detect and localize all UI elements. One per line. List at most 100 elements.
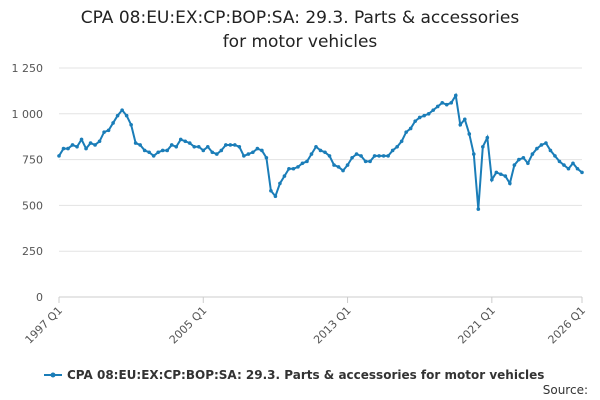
point [323,150,327,155]
point [273,194,278,199]
point [70,143,75,147]
x-tick-label: 1997 Q1 [23,304,66,347]
point [196,144,201,149]
point [156,150,160,155]
point [291,166,296,171]
point [124,113,129,118]
point [66,146,70,151]
point [88,141,93,145]
point [453,93,458,98]
point [503,174,508,178]
x-tick-label: 2005 Q1 [167,304,210,347]
point [233,143,237,147]
point [476,207,481,211]
point [422,113,426,118]
point [219,148,224,153]
point [431,108,436,112]
point [296,165,300,169]
point [359,154,363,158]
point [535,146,539,151]
point [93,143,97,147]
point [151,154,156,158]
point [458,122,463,127]
point [471,152,476,156]
point [566,166,571,171]
point [562,163,566,167]
chart-title: CPA 08:EU:EX:CP:BOP:SA: 29.3. Parts & ac… [80,8,520,52]
y-tick-label: 500 [22,199,43,212]
point [490,177,494,182]
point [377,154,381,158]
point [260,148,264,153]
point [210,150,215,155]
point [215,152,219,156]
point [120,108,124,112]
point [205,144,210,149]
point [246,152,251,156]
point [467,132,472,136]
y-tick-label: 750 [22,154,43,167]
point [417,115,422,120]
point [300,161,305,166]
y-tick-label: 1 250 [12,62,44,75]
point [444,102,449,107]
point [381,154,386,158]
point [580,170,584,175]
point [553,154,557,158]
point [395,144,399,149]
point [512,163,517,167]
point [571,161,575,166]
point [350,155,354,160]
legend-marker [50,372,56,378]
point [178,137,183,142]
point [269,188,273,193]
point [332,163,336,167]
point [61,146,66,151]
point [449,101,454,105]
point [224,143,228,147]
point [102,130,106,134]
series-line [58,92,583,210]
point [539,143,544,147]
point [526,161,530,166]
point [494,170,499,175]
point [147,150,151,155]
point [278,181,282,186]
point [327,154,332,158]
point [341,168,345,173]
point [264,155,269,160]
point [345,163,350,167]
point [84,146,88,151]
point [390,148,395,153]
point [481,144,485,149]
point [79,137,84,142]
point [548,148,553,153]
point [426,112,431,116]
point [399,139,404,144]
point [557,159,562,164]
y-tick-label: 250 [22,245,43,258]
point [251,150,255,155]
point [129,122,133,127]
point [228,143,233,147]
point [187,141,192,145]
x-tick-label: 2026 Q1 [546,304,589,347]
point [97,139,102,144]
point [111,121,115,125]
legend-label: CPA 08:EU:EX:CP:BOP:SA: 29.3. Parts & ac… [67,368,544,382]
x-tick-label: 2021 Q1 [455,304,498,347]
point [485,135,490,140]
point [508,181,512,186]
point [544,141,548,145]
point [106,128,111,133]
point [363,159,368,164]
point [309,152,314,156]
point [242,154,246,158]
point [201,148,206,153]
point [142,148,147,153]
point [354,152,359,156]
point [174,144,179,149]
point [462,117,467,122]
